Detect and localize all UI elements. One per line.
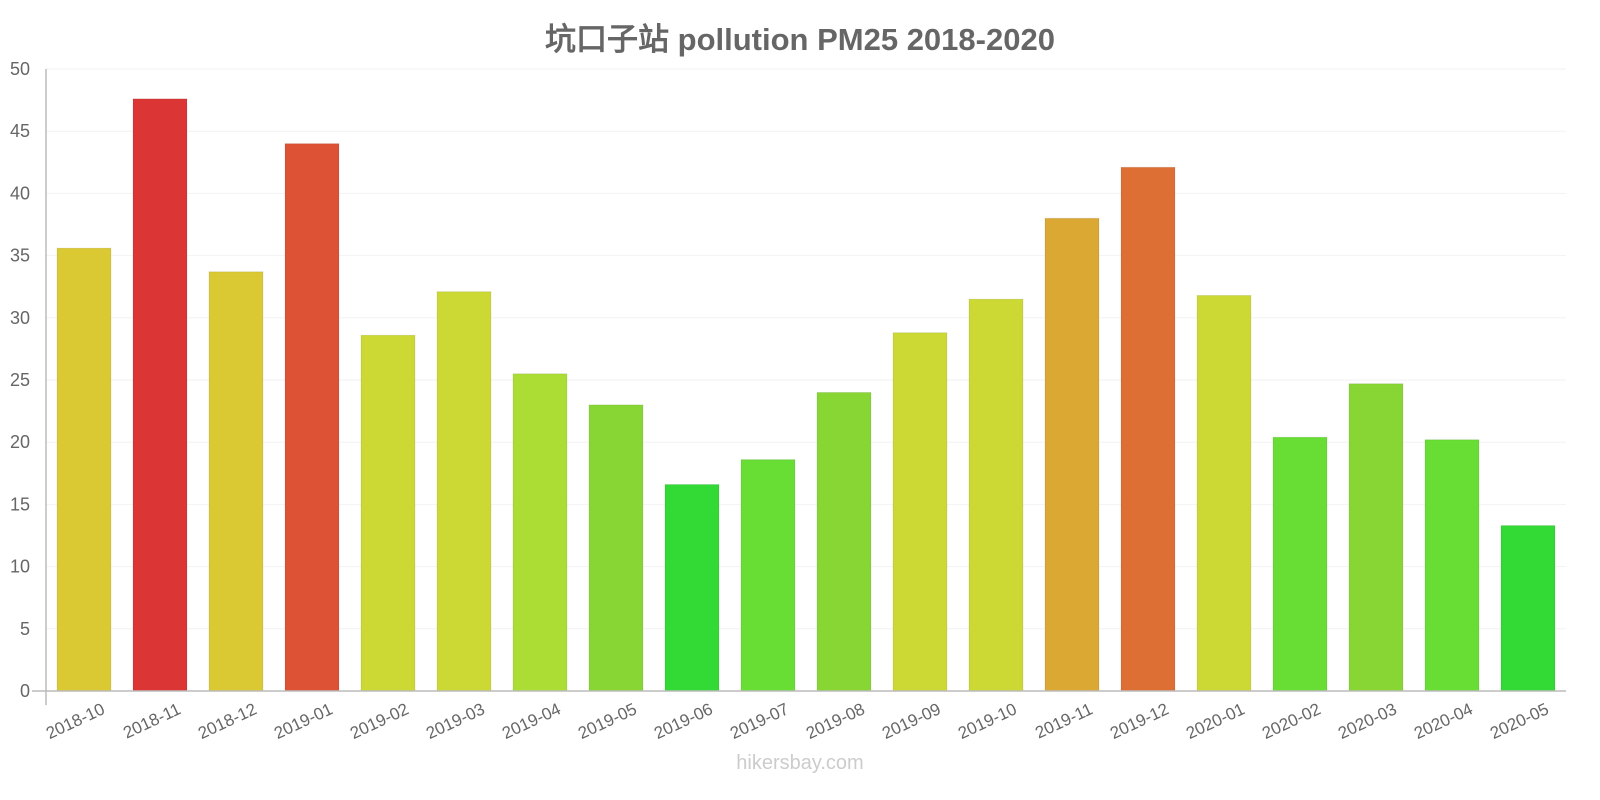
x-tick-label: 2019-02	[347, 699, 412, 743]
bar-2019-12[interactable]: 2019-12: 42.1	[1120, 166, 1176, 692]
watermark-hikersbay: hikersbay.com	[736, 752, 864, 774]
bar-2018-12[interactable]: 2018-12: 33.7	[208, 271, 264, 692]
bar-2019-01[interactable]: 2019-01: 44	[284, 143, 340, 692]
x-tick-label: 2019-12	[1107, 699, 1172, 743]
x-tick-label: 2020-01	[1183, 699, 1248, 743]
y-tick-label: 40	[10, 183, 30, 203]
y-tick-label: 10	[10, 557, 30, 577]
bar-2020-05[interactable]: 2020-05: 13.3	[1500, 525, 1556, 692]
bar-2019-08[interactable]: 2019-08: 24	[816, 391, 872, 692]
x-tick-label: 2019-08	[803, 699, 868, 743]
x-tick-label: 2019-05	[575, 699, 640, 743]
bar-2020-04[interactable]: 2020-04: 20.2	[1424, 439, 1480, 692]
x-tick-label: 2019-09	[879, 699, 944, 743]
bar-2020-02[interactable]: 2020-02: 20.4	[1272, 436, 1328, 692]
x-tick-label: 2020-03	[1335, 699, 1400, 743]
y-tick-label: 20	[10, 432, 30, 452]
x-tick-label: 2018-12	[195, 699, 260, 743]
x-tick-label: 2020-05	[1487, 699, 1552, 743]
x-tick-label: 2019-01	[271, 699, 336, 743]
y-tick-label: 30	[10, 308, 30, 328]
y-tick-label: 35	[10, 246, 30, 266]
bar-2019-04[interactable]: 2019-04: 25.5	[512, 373, 568, 692]
y-tick-label: 0	[20, 681, 30, 701]
x-tick-label: 2018-10	[43, 699, 108, 743]
bar-2019-03[interactable]: 2019-03: 32.1	[436, 291, 492, 692]
bar-2018-10[interactable]: 2018-10: 35.6	[56, 247, 112, 692]
y-tick-label: 45	[10, 121, 30, 141]
x-tick-label: 2018-11	[120, 699, 183, 742]
bar-2019-11[interactable]: 2019-11: 38	[1044, 217, 1100, 692]
y-tick-label: 5	[20, 619, 30, 639]
gridlines	[46, 68, 1566, 630]
bar-2019-06[interactable]: 2019-06: 16.6	[664, 483, 720, 692]
x-tick-label: 2019-07	[727, 699, 792, 743]
x-tick-label: 2019-04	[499, 699, 564, 743]
x-tick-label: 2020-04	[1411, 699, 1476, 743]
x-tick-label: 2019-03	[423, 699, 488, 743]
chart-title: 坑口子站 pollution PM25 2018-2020	[545, 22, 1055, 57]
x-tick-label: 2019-10	[955, 699, 1020, 743]
x-tick-label: 2019-06	[651, 699, 716, 743]
x-tick-label: 2019-11	[1032, 699, 1095, 742]
bars: 2018-10: 35.6 2018-11: 47.6 2018-12: 33.7 2…	[56, 98, 1556, 692]
bar-2019-05[interactable]: 2019-05: 23	[588, 404, 644, 692]
bar-2019-02[interactable]: 2019-02: 28.6	[360, 334, 416, 692]
y-tick-label: 15	[10, 494, 30, 514]
bar-2020-03[interactable]: 2020-03: 24.7	[1348, 383, 1404, 692]
y-axis-tick-labels: 0 5 10 15 20 25 30 35 40 45 50	[10, 59, 30, 701]
x-tick-label: 2020-02	[1259, 699, 1324, 743]
y-tick-label: 50	[10, 59, 30, 79]
axes	[32, 69, 1566, 705]
y-tick-label: 25	[10, 370, 30, 390]
bar-2020-01[interactable]: 2020-01: 31.8	[1196, 294, 1252, 692]
x-axis-category-labels: 2018-10 2018-11 2018-12 2019-01 2019-02 2019-…	[43, 699, 1552, 743]
bar-2019-09[interactable]: 2019-09: 28.8	[892, 332, 948, 692]
bar-2018-11[interactable]: 2018-11: 47.6	[132, 98, 188, 692]
bar-2019-07[interactable]: 2019-07: 18.6	[740, 459, 796, 692]
bar-2019-10[interactable]: 2019-10: 31.5	[968, 298, 1024, 692]
